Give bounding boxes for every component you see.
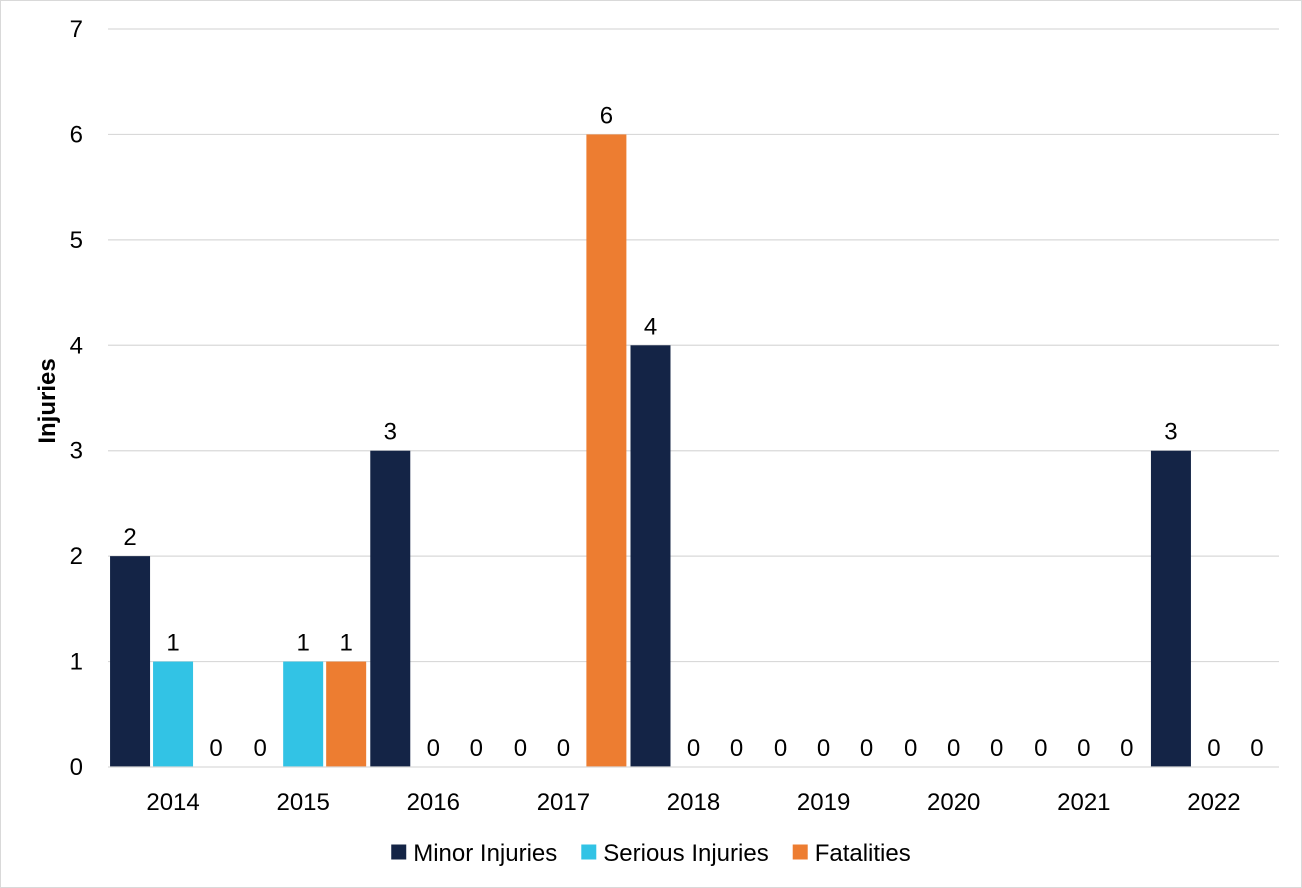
y-tick-label: 7	[70, 16, 83, 43]
data-label: 0	[947, 735, 960, 762]
data-label: 0	[514, 735, 527, 762]
y-axis-label: Injuries	[34, 358, 61, 443]
data-label: 0	[860, 735, 873, 762]
data-label: 0	[1207, 735, 1220, 762]
data-label: 0	[687, 735, 700, 762]
y-tick-label: 4	[70, 332, 83, 359]
legend-label: Serious Injuries	[603, 840, 768, 867]
data-labels: 2 1 0 0 1 1 3 0 0 0 0 6 4 0 0 0 0 0 0 0 0 0 0 0 3 0 0	[123, 102, 1263, 762]
x-tick-label: 2020	[927, 789, 980, 816]
legend-label: Fatalities	[815, 840, 911, 867]
data-label: 0	[1077, 735, 1090, 762]
data-label: 4	[644, 313, 657, 340]
data-label: 0	[209, 735, 222, 762]
x-tick-label: 2014	[146, 789, 199, 816]
bar-minor-injuries-2014	[110, 556, 151, 767]
data-label: 0	[730, 735, 743, 762]
data-label: 0	[1034, 735, 1047, 762]
legend-label: Minor Injuries	[413, 840, 557, 867]
data-label: 6	[600, 102, 613, 129]
data-label: 2	[123, 524, 136, 551]
bar-minor-injuries-2016	[370, 450, 411, 767]
legend-swatch	[391, 844, 407, 860]
x-tick-label: 2015	[276, 789, 329, 816]
y-tick-label: 2	[70, 543, 83, 570]
data-label: 3	[1164, 419, 1177, 446]
data-label: 0	[427, 735, 440, 762]
x-tick-label: 2017	[537, 789, 590, 816]
data-label: 0	[557, 735, 570, 762]
x-tick-label: 2022	[1187, 789, 1240, 816]
bar-fatalities-2015	[326, 661, 367, 767]
data-label: 0	[253, 735, 266, 762]
y-tick-label: 6	[70, 121, 83, 148]
bar-serious-injuries-2014	[153, 661, 194, 767]
bars	[110, 134, 1191, 767]
bar-minor-injuries-2018	[630, 345, 671, 767]
x-tick-label: 2018	[667, 789, 720, 816]
data-label: 0	[470, 735, 483, 762]
data-label: 0	[904, 735, 917, 762]
data-label: 1	[166, 630, 179, 657]
data-label: 0	[1250, 735, 1263, 762]
data-label: 0	[774, 735, 787, 762]
legend-swatch	[792, 844, 808, 860]
y-tick-label: 1	[70, 649, 83, 676]
legend: Minor Injuries Serious Injuries Fatalities	[391, 840, 911, 867]
x-tick-label: 2019	[797, 789, 850, 816]
bar-fatalities-2017	[586, 134, 627, 767]
y-axis-ticks: 0 1 2 3 4 5 6 7	[70, 16, 83, 781]
gridlines	[108, 28, 1279, 663]
y-tick-label: 3	[70, 438, 83, 465]
x-tick-label: 2016	[407, 789, 460, 816]
x-axis-ticks: 2014 2015 2016 2017 2018 2019 2020 2021 2022	[146, 789, 1240, 816]
data-label: 0	[1120, 735, 1133, 762]
bar-minor-injuries-2022	[1150, 450, 1191, 767]
x-tick-label: 2021	[1057, 789, 1110, 816]
data-label: 3	[384, 419, 397, 446]
legend-swatch	[581, 844, 597, 860]
data-label: 1	[296, 630, 309, 657]
y-tick-label: 5	[70, 227, 83, 254]
data-label: 0	[817, 735, 830, 762]
data-label: 0	[990, 735, 1003, 762]
data-label: 1	[339, 630, 352, 657]
y-tick-label: 0	[70, 754, 83, 781]
bar-serious-injuries-2015	[283, 661, 324, 767]
